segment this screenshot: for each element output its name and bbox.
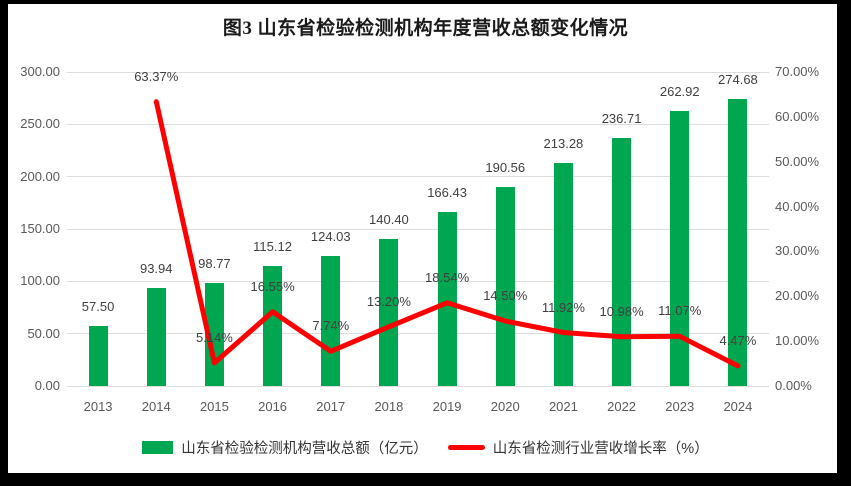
y-axis-right-tick-label: 40.00% <box>775 198 820 214</box>
growth-value-label: 63.37% <box>134 68 179 84</box>
y-axis-right-tick-label: 0.00% <box>775 378 812 393</box>
y-axis-right-tick-label: 60.00% <box>775 108 820 124</box>
figure-border-top <box>0 0 851 4</box>
y-axis-left-tick-label: 250.00 <box>20 116 60 132</box>
legend: 山东省检验检测机构营收总额（亿元） 山东省检测行业营收增长率（%） <box>0 437 851 458</box>
line-series-swatch <box>447 445 485 450</box>
bar-2014 <box>146 287 166 386</box>
growth-value-label: 13.20% <box>366 293 411 309</box>
chart-title: 图3 山东省检验检测机构年度营收总额变化情况 <box>222 18 629 39</box>
legend-label-revenue: 山东省检验检测机构营收总额（亿元） <box>181 441 428 457</box>
y-axis-right-tick-label: 10.00% <box>775 333 820 349</box>
figure-border-right <box>837 0 851 486</box>
gridline <box>67 176 769 178</box>
legend-item-growth: 山东省检测行业营收增长率（%） <box>447 437 709 458</box>
y-axis-right-tick-label: 30.00% <box>775 243 820 259</box>
y-axis-left-tick-label: 200.00 <box>20 168 60 184</box>
x-axis-label-2021: 2021 <box>548 399 578 414</box>
gridline <box>67 385 769 387</box>
figure-border-left <box>0 0 8 486</box>
gridline <box>67 333 769 335</box>
x-axis-label-2016: 2016 <box>258 399 288 414</box>
legend-label-growth: 山东省检测行业营收增长率（%） <box>492 441 709 457</box>
x-axis-label-2018: 2018 <box>374 399 404 414</box>
bar-value-label: 274.68 <box>718 71 758 87</box>
x-axis-label-2022: 2022 <box>607 399 637 414</box>
y-axis-left-tick-label: 150.00 <box>20 221 60 236</box>
y-axis-left-tick-label: 0.00 <box>34 378 60 393</box>
bar-2019 <box>437 211 457 386</box>
figure-border-bottom <box>0 473 851 486</box>
bar-value-label: 57.50 <box>81 298 115 314</box>
x-axis-label-2014: 2014 <box>141 399 171 414</box>
bar-2022 <box>612 138 632 386</box>
x-axis-label-2017: 2017 <box>316 399 346 414</box>
x-axis-label-2015: 2015 <box>199 399 229 414</box>
x-axis-label-2020: 2020 <box>490 399 520 414</box>
bar-2021 <box>553 162 573 386</box>
growth-value-label: 4.47% <box>719 332 757 348</box>
bar-value-label: 190.56 <box>485 159 526 175</box>
gridline <box>67 123 769 125</box>
y-axis-right-tick-label: 70.00% <box>775 64 820 79</box>
bar-value-label: 140.40 <box>369 212 409 228</box>
growth-value-label: 18.54% <box>425 269 470 285</box>
bar-series-swatch <box>142 441 174 454</box>
bar-value-label: 124.03 <box>310 229 351 245</box>
x-axis-label-2013: 2013 <box>83 399 113 414</box>
y-axis-left-tick-label: 100.00 <box>20 273 60 289</box>
bar-value-label: 236.71 <box>601 111 642 127</box>
x-axis-label-2019: 2019 <box>432 399 462 414</box>
bar-2020 <box>495 186 515 386</box>
y-axis-right-tick-label: 20.00% <box>775 288 820 304</box>
growth-value-label: 11.07% <box>658 303 702 319</box>
bar-value-label: 166.43 <box>427 184 467 200</box>
bar-2018 <box>379 239 399 386</box>
y-axis-left-tick-label: 50.00 <box>27 325 60 341</box>
bar-value-label: 98.77 <box>198 255 231 271</box>
growth-value-label: 16.55% <box>250 278 295 294</box>
growth-value-label: 7.74% <box>312 318 350 334</box>
bar-2023 <box>670 110 690 386</box>
x-axis-label-2024: 2024 <box>723 399 753 414</box>
bar-value-label: 262.92 <box>659 83 700 99</box>
gridline <box>67 228 769 230</box>
y-axis-left-tick-label: 300.00 <box>20 64 60 79</box>
growth-value-label: 5.14% <box>195 329 233 345</box>
y-axis-right-tick-label: 50.00% <box>775 153 820 169</box>
bar-value-label: 213.28 <box>543 135 584 151</box>
legend-item-revenue: 山东省检验检测机构营收总额（亿元） <box>142 437 428 458</box>
x-axis-label-2023: 2023 <box>665 399 695 414</box>
bar-2013 <box>88 325 108 386</box>
gridline <box>67 71 769 73</box>
